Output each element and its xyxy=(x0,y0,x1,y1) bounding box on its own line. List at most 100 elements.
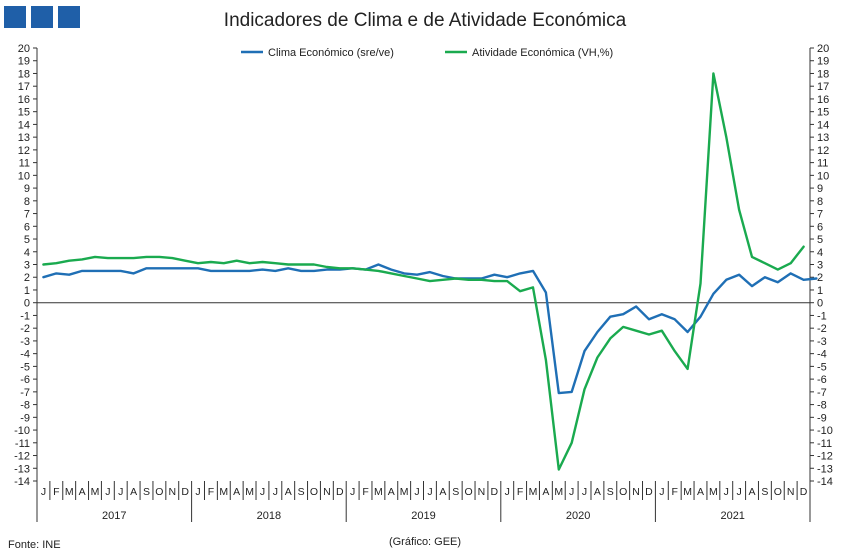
month-tick-label: N xyxy=(478,486,486,498)
year-tick-label: 2017 xyxy=(102,510,126,522)
month-tick-label: J xyxy=(427,486,432,498)
month-tick-label: S xyxy=(607,486,614,498)
right-y-tick-label: 13 xyxy=(817,132,829,144)
right-y-tick-label: -6 xyxy=(817,374,827,386)
right-y-tick-label: 2 xyxy=(817,272,823,284)
right-y-tick-label: -9 xyxy=(817,412,827,424)
left-y-tick-label: -14 xyxy=(14,476,30,488)
left-y-tick-label: 3 xyxy=(24,260,30,272)
left-y-tick-label: -9 xyxy=(20,412,30,424)
chart-title: Indicadores de Clima e de Atividade Econ… xyxy=(223,10,627,31)
right-y-tick-label: -7 xyxy=(817,387,827,399)
month-tick-label: F xyxy=(672,486,678,498)
month-tick-label: O xyxy=(774,486,782,498)
month-tick-label: J xyxy=(41,486,46,498)
month-tick-label: J xyxy=(414,486,419,498)
month-tick-label: J xyxy=(724,486,729,498)
month-tick-label: D xyxy=(800,486,808,498)
month-tick-label: J xyxy=(505,486,510,498)
left-y-tick-label: 12 xyxy=(18,145,30,157)
month-tick-label: A xyxy=(233,486,240,498)
right-y-tick-label: 7 xyxy=(817,209,823,221)
month-tick-label: O xyxy=(465,486,473,498)
month-tick-label: M xyxy=(219,486,228,498)
right-y-tick-label: 9 xyxy=(817,183,823,195)
left-y-tick-label: -10 xyxy=(14,425,30,437)
month-tick-label: M xyxy=(709,486,718,498)
right-y-tick-label: -11 xyxy=(817,438,832,450)
series-line xyxy=(42,263,818,395)
month-tick-label: J xyxy=(195,486,200,498)
right-y-tick-label: 6 xyxy=(817,221,823,233)
logo-square-icon xyxy=(4,6,26,28)
legend-label: Clima Económico (sre/ve) xyxy=(268,47,394,59)
month-tick-label: M xyxy=(400,486,409,498)
left-y-tick-label: -6 xyxy=(20,374,30,386)
right-y-tick-label: -12 xyxy=(817,451,833,463)
month-tick-label: O xyxy=(155,486,163,498)
left-y-tick-label: 14 xyxy=(18,119,30,131)
right-y-tick-label: -2 xyxy=(817,323,827,335)
month-tick-label: M xyxy=(529,486,538,498)
month-tick-label: A xyxy=(542,486,549,498)
right-y-tick-label: 18 xyxy=(817,68,829,80)
year-tick-label: 2018 xyxy=(257,510,281,522)
right-y-tick-label: -8 xyxy=(817,400,827,412)
month-tick-label: D xyxy=(645,486,653,498)
left-y-tick-label: 8 xyxy=(24,196,30,208)
left-y-tick-label: 9 xyxy=(24,183,30,195)
month-tick-label: D xyxy=(491,486,499,498)
left-y-tick-label: 11 xyxy=(19,158,30,170)
month-tick-label: A xyxy=(439,486,446,498)
month-tick-label: M xyxy=(65,486,74,498)
month-tick-label: F xyxy=(208,486,214,498)
right-y-tick-label: 11 xyxy=(817,158,828,170)
left-y-tick-label: 16 xyxy=(18,94,30,106)
month-tick-label: J xyxy=(105,486,110,498)
left-y-tick-label: 17 xyxy=(18,81,30,93)
logo-square-icon xyxy=(58,6,80,28)
right-y-tick-label: 20 xyxy=(817,43,829,55)
chart-legend: Clima Económico (sre/ve) Atividade Económ… xyxy=(241,47,613,59)
left-y-tick-label: 10 xyxy=(18,170,30,182)
right-y-tick-label: 15 xyxy=(817,107,829,119)
right-y-tick-label: 4 xyxy=(817,247,823,259)
series-line xyxy=(42,72,805,471)
left-y-tick-label: -8 xyxy=(20,400,30,412)
right-y-tick-label: 12 xyxy=(817,145,829,157)
month-tick-label: J xyxy=(273,486,278,498)
left-y-tick-label: 20 xyxy=(18,43,30,55)
credit-note: (Gráfico: GEE) xyxy=(388,536,462,548)
month-tick-label: N xyxy=(632,486,640,498)
month-tick-label: J xyxy=(582,486,587,498)
left-y-tick-label: -2 xyxy=(20,323,30,335)
year-tick-label: 2021 xyxy=(720,510,744,522)
month-tick-label: N xyxy=(168,486,176,498)
left-y-tick-label: 18 xyxy=(18,68,30,80)
left-y-tick-label: -5 xyxy=(20,361,30,373)
right-y-tick-label: -4 xyxy=(817,349,827,361)
month-tick-label: J xyxy=(260,486,265,498)
left-y-tick-label: -4 xyxy=(20,349,30,361)
left-y-tick-label: 7 xyxy=(24,209,30,221)
right-y-tick-label: 3 xyxy=(817,260,823,272)
left-y-tick-label: 6 xyxy=(24,221,30,233)
right-y-tick-label: -14 xyxy=(817,476,833,488)
left-y-tick-label: 13 xyxy=(18,132,30,144)
right-y-tick-label: 16 xyxy=(817,94,829,106)
logo xyxy=(4,6,80,28)
month-tick-label: A xyxy=(79,486,86,498)
month-tick-label: A xyxy=(388,486,395,498)
month-tick-label: O xyxy=(310,486,318,498)
left-y-tick-label: -7 xyxy=(20,387,30,399)
left-y-tick-label: 0 xyxy=(24,298,30,310)
month-tick-label: J xyxy=(659,486,664,498)
month-tick-label: N xyxy=(787,486,795,498)
month-tick-label: J xyxy=(569,486,574,498)
right-y-tick-label: 5 xyxy=(817,234,823,246)
right-y-tick-label: -1 xyxy=(817,310,827,322)
right-y-tick-label: 14 xyxy=(817,119,829,131)
right-y-tick-label: -3 xyxy=(817,336,827,348)
legend-label: Atividade Económica (VH,%) xyxy=(472,47,613,59)
